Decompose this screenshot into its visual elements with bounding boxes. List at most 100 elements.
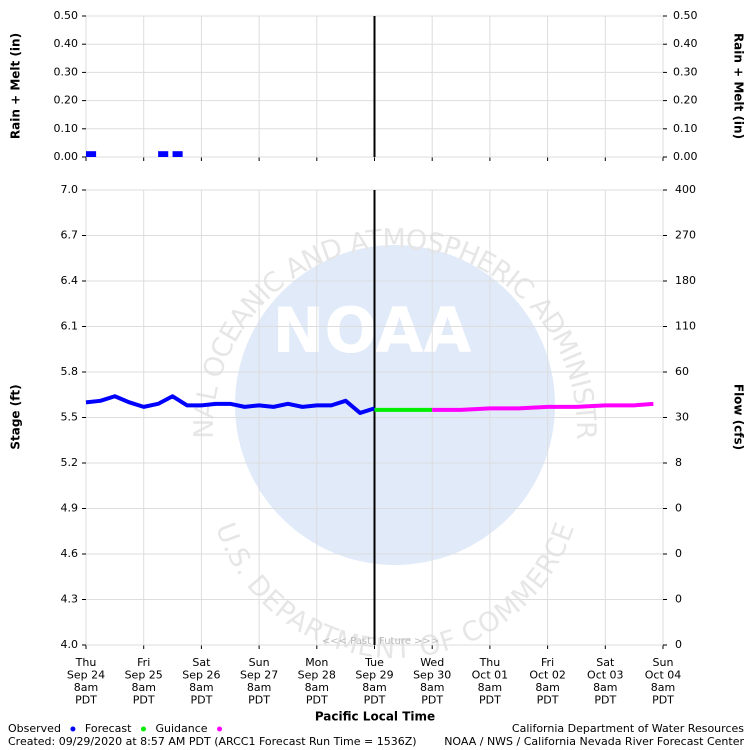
x-tick-label: PDT [652,694,674,707]
y2-tick-label: 30 [675,411,689,424]
y-tick-label: 0.20 [54,94,79,107]
y2-axis-title: Rain + Melt (in) [732,33,746,139]
y2-tick-label: 0 [675,502,682,515]
past-label: <<< Past [322,636,371,647]
x-tick-label: 8am [478,681,502,694]
y-tick-label: 0.30 [54,65,79,78]
y-tick-label: 4.3 [61,593,79,606]
y-tick-label: 0.50 [54,9,79,22]
watermark-logo: NOAA [273,294,472,367]
y2-tick-label: 0.20 [673,94,698,107]
x-tick-label: 8am [651,681,675,694]
x-tick-label: Thu [479,656,501,669]
y2-tick-label: 180 [675,274,696,287]
y2-tick-label: 400 [675,183,696,196]
x-tick-label: PDT [479,694,501,707]
watermark-disc [235,245,555,565]
x-tick-label: 8am [189,681,213,694]
x-tick-label: Oct 02 [529,669,566,682]
y2-tick-label: 270 [675,229,696,242]
legend-swatch [70,726,76,732]
y2-tick-label: 0 [675,593,682,606]
x-tick-label: Tue [364,656,384,669]
y-tick-label: 4.9 [61,502,79,515]
y-tick-label: 5.5 [61,411,79,424]
x-tick-label: 8am [247,681,271,694]
x-tick-label: Oct 03 [587,669,624,682]
x-tick-label: Sep 30 [413,669,451,682]
x-tick-label: Mon [305,656,328,669]
x-tick-label: Oct 01 [472,669,509,682]
y-tick-label: 6.4 [61,274,79,287]
x-tick-label: PDT [133,694,155,707]
y-tick-label: 5.8 [61,365,79,378]
y-tick-label: 0.40 [54,37,79,50]
x-tick-label: PDT [248,694,270,707]
precip-bar [172,151,183,157]
x-tick-label: Sat [192,656,211,669]
precip-bar [86,151,97,157]
y2-tick-label: 110 [675,320,696,333]
y-tick-label: 0.00 [54,150,79,163]
series-line [85,394,376,415]
future-label: Future >>> [379,636,439,647]
y-tick-label: 4.6 [61,547,79,560]
x-tick-label: PDT [190,694,212,707]
x-tick-label: Sun [653,656,674,669]
y-tick-label: 5.2 [61,456,79,469]
footer-created: Created: 09/29/2020 at 8:57 AM PDT (ARCC… [8,735,417,748]
x-tick-label: 8am [362,681,386,694]
x-axis-title: Pacific Local Time [315,710,435,724]
y-axis-title: Rain + Melt (in) [9,33,23,139]
y-tick-label: 6.1 [61,320,79,333]
y-tick-label: 6.7 [61,229,79,242]
y-tick-label: 4.0 [61,638,79,651]
y2-tick-label: 0 [675,638,682,651]
x-tick-label: PDT [421,694,443,707]
x-tick-label: Oct 04 [645,669,682,682]
x-tick-label: Sep 26 [182,669,220,682]
x-tick-label: PDT [364,694,386,707]
x-tick-label: PDT [75,694,97,707]
legend-label: Guidance [155,722,207,735]
x-tick-label: 8am [420,681,444,694]
x-tick-label: Sun [249,656,270,669]
legend-label: Observed [8,722,61,735]
footer-center: NOAA / NWS / California Nevada River For… [444,735,744,748]
x-tick-label: 8am [74,681,98,694]
x-tick-label: Sat [596,656,615,669]
legend-swatch [217,726,223,732]
x-tick-label: 8am [535,681,559,694]
y2-tick-label: 0.40 [673,37,698,50]
legend-label: Forecast [85,722,132,735]
y-tick-label: 7.0 [61,183,79,196]
x-tick-label: Sep 24 [67,669,105,682]
y2-tick-label: 60 [675,365,689,378]
x-tick-label: PDT [594,694,616,707]
y-axis-title: Stage (ft) [9,384,23,449]
y2-tick-label: 0.00 [673,150,698,163]
x-tick-label: Fri [541,656,554,669]
series-line [432,401,654,412]
x-tick-label: Sep 25 [125,669,163,682]
x-tick-label: Sep 28 [298,669,336,682]
x-tick-label: 8am [593,681,617,694]
y2-tick-label: 0.30 [673,65,698,78]
x-tick-label: PDT [537,694,559,707]
x-tick-label: Sep 29 [355,669,393,682]
x-tick-label: 8am [131,681,155,694]
x-tick-label: 8am [305,681,329,694]
x-tick-label: Sep 27 [240,669,278,682]
y2-tick-label: 0 [675,547,682,560]
precip-bar [158,151,169,157]
y2-tick-label: 0.10 [673,122,698,135]
watermark: NOAA NATIONAL OCEANIC AND ATMOSPHERIC AD… [0,0,602,665]
footer-agency: California Department of Water Resources [512,722,744,735]
x-tick-label: PDT [306,694,328,707]
y-tick-label: 0.10 [54,122,79,135]
y2-tick-label: 0.50 [673,9,698,22]
x-tick-label: Thu [75,656,97,669]
legend-swatch [140,726,146,732]
